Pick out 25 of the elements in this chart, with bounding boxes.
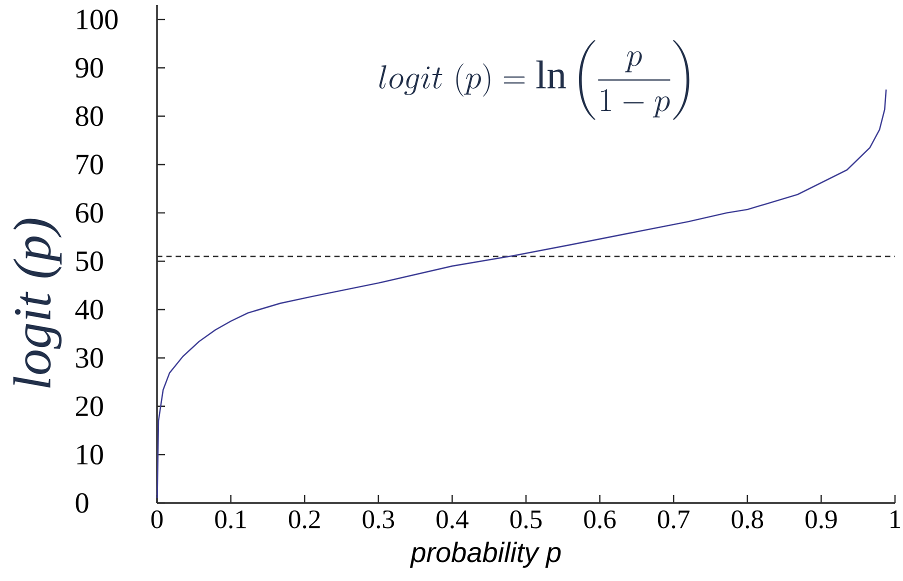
y-tick-label: 70	[76, 154, 103, 174]
x-tick-label: 0.7	[658, 510, 690, 528]
x-axis-title: probability p	[410, 542, 561, 568]
y-tick-label: 40	[75, 300, 103, 320]
x-tick-label: 0.3	[362, 510, 394, 528]
y-tick-label: 60	[76, 202, 103, 223]
x-tick-label: 0.9	[806, 510, 837, 528]
y-tick-label: 30	[76, 348, 103, 368]
x-tick-label: 0.1	[215, 510, 246, 528]
x-tick-label: 0.5	[510, 510, 542, 528]
y-axis-title: logit (p)	[13, 218, 62, 388]
x-tick-label: 1	[890, 510, 900, 528]
y-tick-label: 90	[76, 58, 103, 78]
y-tick-label: 0	[76, 493, 88, 513]
x-tick-label: 0.6	[584, 510, 616, 528]
y-tick-label: 20	[76, 396, 103, 416]
annotation: $logit\ (p) = \ln\left(\frac{p}{1-p}\right)$	[379, 40, 690, 120]
x-tick-label: 0	[151, 510, 163, 528]
y-tick-label: 100	[77, 10, 118, 30]
x-tick-label: 0.4	[436, 510, 468, 528]
y-tick-label: 50	[76, 251, 103, 272]
x-tick-label: 0.8	[732, 510, 764, 528]
y-tick-label: 80	[76, 106, 103, 126]
y-tick-label: 10	[77, 444, 103, 465]
x-tick-label: 0.2	[288, 510, 320, 528]
